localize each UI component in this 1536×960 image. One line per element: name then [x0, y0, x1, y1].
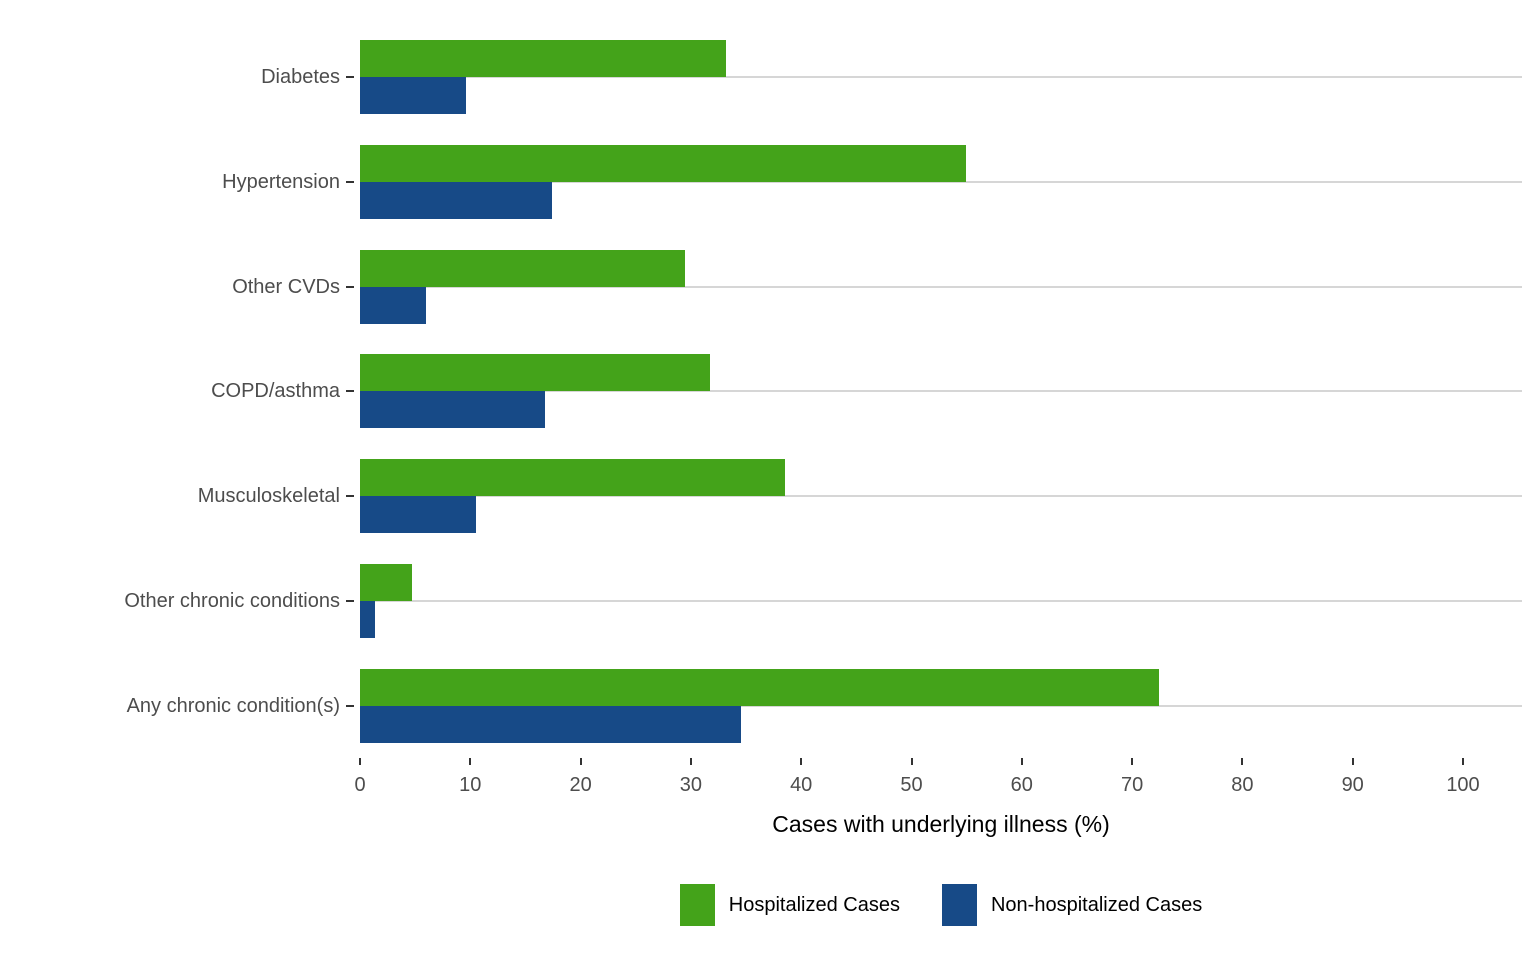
x-axis-tick-label: 40: [790, 774, 813, 796]
category-label: Any chronic condition(s): [126, 694, 340, 717]
x-axis-tick: [1131, 758, 1134, 765]
legend-item: Non-hospitalized Cases: [941, 884, 1203, 926]
non-hospitalized-bar: [360, 182, 552, 220]
x-axis-tick: [800, 758, 803, 765]
y-axis-tick: [346, 495, 354, 498]
category-row: [346, 130, 1522, 235]
category-gridline: [360, 76, 1522, 79]
category-row: [346, 339, 1522, 444]
x-axis-tick-label: 80: [1231, 774, 1254, 796]
hospitalized-bar: [360, 459, 785, 497]
category-row: [346, 549, 1522, 654]
x-axis-tick: [1462, 758, 1464, 765]
category-label: Diabetes: [261, 66, 340, 89]
category-gridline: [360, 495, 1522, 498]
non-hospitalized-bar: [360, 600, 376, 638]
y-axis-tick: [346, 181, 354, 184]
x-axis-tick-label: 0: [354, 774, 366, 796]
non-hospitalized-bar: [360, 391, 546, 429]
category-row: [346, 25, 1522, 130]
hospitalized-bar: [360, 354, 710, 392]
category-gridline: [360, 599, 1522, 602]
plot-panel: [346, 25, 1522, 758]
y-axis-tick: [346, 704, 354, 707]
x-axis-title: Cases with underlying illness (%): [772, 811, 1110, 837]
legend-swatch-hospitalized: [679, 884, 715, 926]
hospitalized-bar: [360, 40, 727, 78]
legend-item: Hospitalized Cases: [679, 884, 900, 926]
category-row: [346, 444, 1522, 549]
x-axis-tick: [359, 758, 361, 765]
y-axis-tick: [346, 599, 354, 602]
x-axis-tick: [689, 758, 692, 765]
x-axis-tick: [910, 758, 913, 765]
category-label: Other CVDs: [232, 275, 340, 298]
x-axis-tick-label: 10: [459, 774, 482, 796]
legend-swatch-non-hospitalized: [941, 884, 977, 926]
legend-label: Non-hospitalized Cases: [990, 893, 1203, 916]
x-axis-tick: [1351, 758, 1354, 765]
x-axis-tick-label: 30: [679, 774, 703, 796]
hospitalized-bar: [360, 249, 686, 287]
category-row: [346, 653, 1522, 758]
category-gridline: [360, 181, 1522, 184]
hospitalized-bar: [360, 145, 966, 183]
category-label: Other chronic conditions: [124, 589, 340, 612]
x-axis-tick: [469, 758, 472, 765]
category-gridline: [360, 390, 1522, 393]
category-gridline: [360, 285, 1522, 288]
hospitalized-bar: [360, 563, 412, 601]
x-axis-tick: [1020, 758, 1023, 765]
category-label: COPD/asthma: [211, 380, 340, 403]
x-axis-tick-label: 70: [1120, 774, 1144, 796]
hospitalized-bar: [360, 668, 1159, 706]
non-hospitalized-bar: [360, 496, 476, 534]
x-axis-tick: [1241, 758, 1244, 765]
y-axis-tick: [346, 76, 354, 79]
legend-label: Hospitalized Cases: [728, 893, 900, 916]
category-label: Hypertension: [222, 171, 340, 194]
x-axis-tick: [579, 758, 582, 765]
category-gridline: [360, 704, 1522, 707]
x-axis-tick-label: 100: [1446, 774, 1480, 796]
non-hospitalized-bar: [360, 77, 466, 115]
x-axis-tick-label: 20: [569, 774, 592, 796]
category-label: Musculoskeletal: [197, 485, 340, 508]
y-axis-tick: [346, 285, 354, 288]
legend: Hospitalized Cases Non-hospitalized Cases: [360, 882, 1522, 928]
non-hospitalized-bar: [360, 286, 427, 324]
x-axis-tick-label: 50: [900, 774, 923, 796]
category-row: [346, 234, 1522, 339]
x-axis-tick-label: 60: [1010, 774, 1033, 796]
x-axis-tick-label: 90: [1341, 774, 1364, 796]
non-hospitalized-bar: [360, 705, 741, 743]
y-axis-tick: [346, 390, 354, 393]
